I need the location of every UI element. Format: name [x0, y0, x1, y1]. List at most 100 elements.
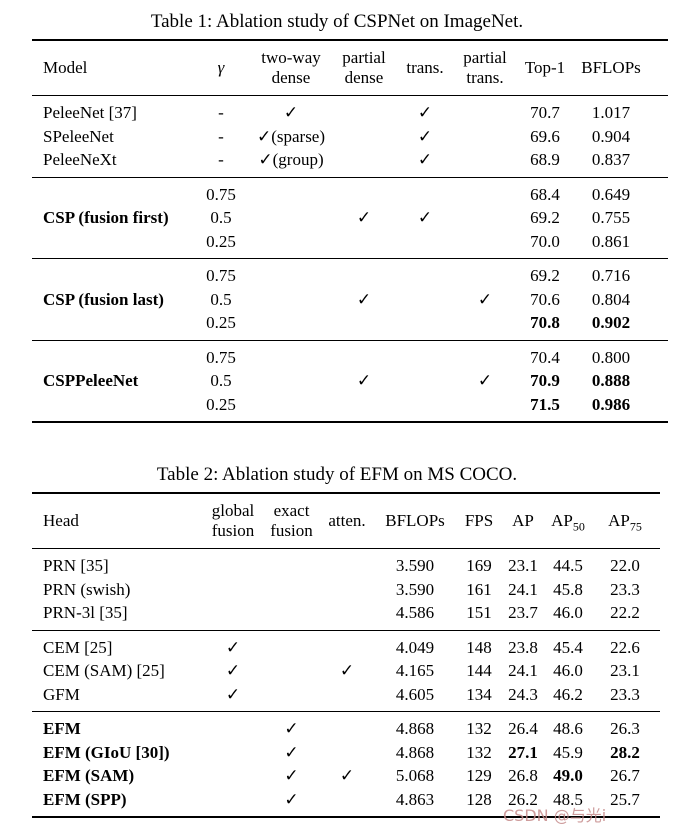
- table2-caption: Table 2: Ablation study of EFM on MS COC…: [156, 464, 518, 485]
- head-cell: EFM: [43, 719, 81, 738]
- top1-cell: 69.2: [530, 208, 560, 227]
- model-cell: SPeleeNet: [43, 126, 114, 146]
- table-row: EFM (GIoU [30]) ✓ 4.868 132 27.1 45.9 28…: [32, 741, 660, 765]
- top1-cell: 70.6: [530, 289, 560, 309]
- ap-cell: 24.3: [508, 684, 538, 704]
- ap-cell: 24.1: [508, 661, 538, 680]
- table2-col-atten: atten.: [328, 511, 366, 530]
- gamma-cell: 0.5: [210, 371, 232, 390]
- ap-cell: 23.8: [508, 637, 538, 657]
- cell-empty: [261, 549, 322, 578]
- cell-empty: [322, 788, 372, 818]
- bflops-cell: 0.804: [591, 289, 631, 309]
- ap75-cell: 22.2: [610, 603, 640, 622]
- cell-empty: [205, 741, 261, 765]
- bflops-cell: 4.868: [395, 742, 435, 762]
- cell-empty: [322, 712, 372, 741]
- bflops-cell: 4.049: [395, 637, 435, 657]
- check-icon: ✓: [225, 684, 241, 704]
- bflops-cell: 0.888: [591, 371, 631, 390]
- top1-cell: 70.4: [530, 347, 560, 367]
- ap75-cell: 23.1: [610, 661, 640, 680]
- cell-empty: [246, 259, 336, 341]
- top1-cell: 69.2: [530, 266, 560, 285]
- table2-group-prn: PRN [35] 3.590 169 23.1 44.5 22.0 PRN (s…: [32, 549, 660, 630]
- table-row: PeleeNeXt - ✓(group) ✓ 68.9 0.837: [32, 148, 668, 177]
- ap-cell: 26.8: [508, 766, 538, 785]
- head-cell: EFM (GIoU [30]): [43, 742, 170, 762]
- ap75-cell: 28.2: [610, 742, 640, 762]
- table2: Head global fusion exact fusion atten. B…: [32, 492, 660, 818]
- cell-empty: [392, 340, 458, 422]
- check-icon: ✓: [284, 719, 299, 738]
- gamma-cell: -: [218, 150, 224, 169]
- cell-empty: [458, 177, 512, 259]
- cell-empty: [336, 125, 392, 149]
- check-icon: ✓: [477, 371, 493, 390]
- table2-col-exact-fusion: exact fusion: [270, 501, 313, 540]
- table2-group-cem: CEM [25] ✓ 4.049 148 23.8 45.4 22.6 CEM …: [32, 630, 660, 712]
- table-row: CEM (SAM) [25] ✓ ✓ 4.165 144 24.1 46.0 2…: [32, 659, 660, 683]
- ap50-cell: 46.0: [553, 603, 583, 622]
- top1-cell: 68.9: [530, 150, 560, 169]
- model-cell: PeleeNet [37]: [43, 103, 137, 122]
- table1-group-csppeleenet: CSPPeleeNet 0.75 ✓ ✓ 70.4 0.800 0.5 70.9…: [32, 340, 668, 422]
- ap50-cell: 46.0: [553, 661, 583, 680]
- ap75-cell: 25.7: [610, 789, 640, 809]
- check-icon: ✓: [284, 766, 299, 785]
- check-icon: ✓: [284, 789, 299, 809]
- top1-cell: 68.4: [530, 184, 560, 204]
- cell-empty: [458, 148, 512, 177]
- check-icon: ✓: [225, 661, 241, 680]
- ap75-cell: 26.3: [610, 719, 640, 738]
- model-cell: PeleeNeXt: [43, 150, 117, 169]
- table2-col-head: Head: [43, 511, 79, 530]
- check-icon: ✓: [339, 661, 355, 680]
- table-row: EFM (SPP) ✓ 4.863 128 26.2 48.5 25.7: [32, 788, 660, 818]
- top1-cell: 70.7: [530, 103, 560, 122]
- cell-empty: [336, 148, 392, 177]
- table-row: 0.25 70.8 0.902: [32, 311, 668, 340]
- cell-empty: [246, 340, 336, 422]
- table-row: PRN (swish) 3.590 161 24.1 45.8 23.3: [32, 578, 660, 602]
- head-cell: PRN-3l [35]: [43, 603, 128, 622]
- check-icon: ✓: [356, 289, 372, 309]
- bflops-cell: 0.800: [591, 347, 631, 367]
- table1-col-gamma: γ: [217, 58, 225, 77]
- check-icon: ✓(sparse): [256, 126, 326, 146]
- table-row: SPeleeNet - ✓(sparse) ✓ 69.6 0.904: [32, 125, 668, 149]
- ap75-cell: 26.7: [610, 766, 640, 785]
- ap75-cell: 23.3: [610, 579, 640, 599]
- ap50-cell: 49.0: [553, 766, 583, 785]
- check-icon: ✓: [339, 766, 355, 785]
- gamma-cell: 0.75: [206, 184, 236, 204]
- table2-col-fps: FPS: [464, 511, 494, 530]
- ap75-cell: 23.3: [610, 684, 640, 704]
- fps-cell: 129: [466, 766, 492, 785]
- table1-header-row: Model γ two-way dense partial dense tran…: [32, 40, 668, 96]
- table-row: 0.5 70.9 0.888: [32, 369, 668, 393]
- table-row: 0.25 71.5 0.986: [32, 393, 668, 423]
- cell-empty: [458, 96, 512, 125]
- table1-col-model: Model: [43, 58, 88, 77]
- check-icon: ✓: [417, 103, 433, 122]
- table1-caption: Table 1: Ablation study of CSPNet on Ima…: [150, 11, 524, 32]
- bflops-cell: 5.068: [395, 766, 435, 785]
- ap-cell: 26.4: [508, 719, 538, 738]
- ap50-cell: 45.8: [553, 579, 583, 599]
- cell-empty: [322, 683, 372, 712]
- table1-col-trans: trans.: [406, 58, 444, 77]
- bflops-cell: 0.902: [591, 313, 631, 332]
- head-cell: PRN [35]: [43, 556, 109, 575]
- check-icon: ✓: [356, 208, 372, 227]
- table2-group-efm: EFM ✓ 4.868 132 26.4 48.6 26.3 EFM (GIoU…: [32, 712, 660, 818]
- model-cell: CSP (fusion last): [43, 289, 164, 309]
- table-row: 0.25 70.0 0.861: [32, 230, 668, 259]
- top1-cell: 71.5: [530, 394, 560, 414]
- table-row: PRN [35] 3.590 169 23.1 44.5 22.0: [32, 549, 660, 578]
- table1-col-top1: Top-1: [524, 58, 566, 77]
- cell-empty: [336, 96, 392, 125]
- ap-cell: 26.2: [508, 789, 538, 809]
- table2-col-ap50: AP50: [546, 493, 590, 549]
- head-cell: GFM: [43, 684, 80, 704]
